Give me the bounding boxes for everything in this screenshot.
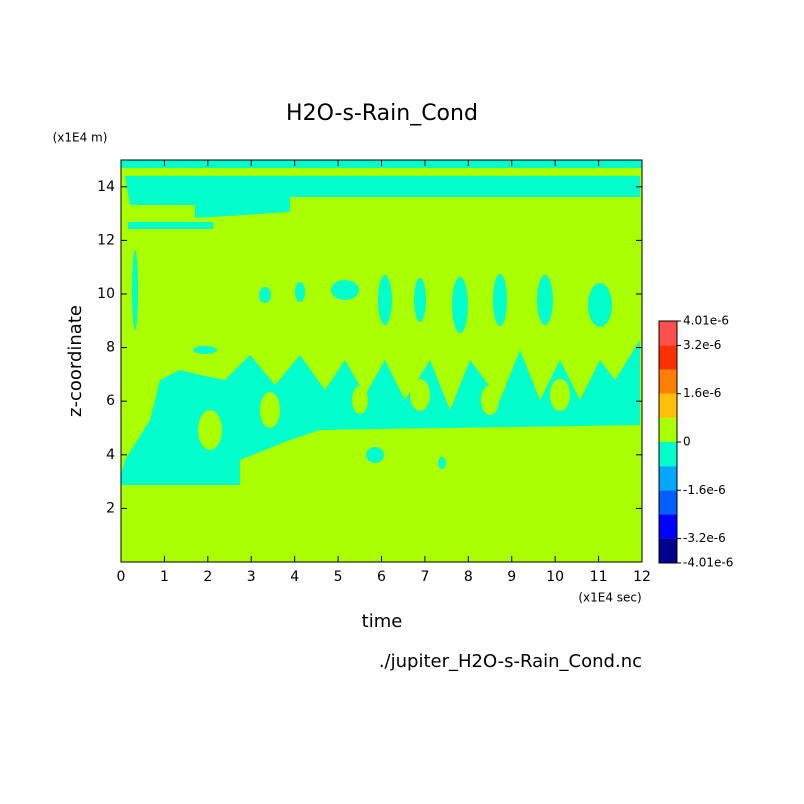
field-region xyxy=(198,410,222,450)
y-axis-label: z-coordinate xyxy=(65,305,86,417)
field-region xyxy=(132,250,138,330)
y-tick-label: 2 xyxy=(106,500,115,516)
field-region xyxy=(481,385,499,415)
x-tick-label: 12 xyxy=(633,569,651,585)
colorbar-band xyxy=(659,442,677,467)
colorbar-band xyxy=(659,466,677,491)
field-region xyxy=(121,340,640,485)
x-tick-label: 5 xyxy=(334,569,343,585)
x-tick-label: 3 xyxy=(247,569,256,585)
colorbar-label: 0 xyxy=(683,435,691,449)
field-region xyxy=(588,283,612,327)
x-tick-label: 9 xyxy=(507,569,516,585)
colorbar-band xyxy=(659,417,677,442)
field-region xyxy=(550,379,570,411)
footer: ./jupiter_H2O-s-Rain_Cond.nc xyxy=(379,651,642,672)
x-tick-label: 10 xyxy=(546,569,564,585)
y-tick-label: 14 xyxy=(97,179,115,195)
colorbar-band xyxy=(659,538,677,563)
colorbar-band xyxy=(659,369,677,394)
y-tick-label: 6 xyxy=(106,393,115,409)
field-region xyxy=(121,160,642,562)
x-axis-label: time xyxy=(362,611,403,632)
field-region xyxy=(128,222,213,229)
field-region xyxy=(125,176,640,218)
field-region xyxy=(537,275,553,325)
field-region xyxy=(331,280,359,300)
x-tick-label: 11 xyxy=(590,569,608,585)
colorbar-label: -4.01e-6 xyxy=(683,556,733,570)
field-region xyxy=(410,379,430,411)
y-tick-label: 8 xyxy=(106,340,115,356)
colorbar-band xyxy=(659,393,677,418)
field-region xyxy=(295,282,305,302)
chart-title: H2O-s-Rain_Cond xyxy=(286,101,478,126)
x-tick-label: 4 xyxy=(290,569,299,585)
colorbar-band xyxy=(659,514,677,539)
field-region xyxy=(452,277,468,333)
x-tick-label: 6 xyxy=(377,569,386,585)
colorbar-band xyxy=(659,345,677,370)
y-units: (x1E4 m) xyxy=(53,131,108,145)
colorbar-label: 3.2e-6 xyxy=(683,338,721,352)
y-tick-label: 12 xyxy=(97,232,115,248)
x-tick-label: 1 xyxy=(160,569,169,585)
field-region xyxy=(352,386,368,414)
x-tick-label: 0 xyxy=(117,569,126,585)
x-tick-label: 8 xyxy=(464,569,473,585)
y-tick-label: 4 xyxy=(106,447,115,463)
field-region xyxy=(414,278,426,322)
field-region xyxy=(378,275,392,325)
y-tick-label: 10 xyxy=(97,286,115,302)
x-units: (x1E4 sec) xyxy=(578,591,641,605)
colorbar-band xyxy=(659,321,677,346)
field-region xyxy=(260,392,280,428)
field-region xyxy=(493,274,507,326)
field-region xyxy=(259,287,271,303)
colorbar-label: -3.2e-6 xyxy=(683,531,726,545)
x-tick-label: 2 xyxy=(203,569,212,585)
colorbar-band xyxy=(659,490,677,515)
colorbar-label: -1.6e-6 xyxy=(683,483,726,497)
contour-field xyxy=(121,160,642,562)
field-region xyxy=(438,457,446,469)
colorbar-label: 1.6e-6 xyxy=(683,386,721,400)
colorbar-label: 4.01e-6 xyxy=(683,314,729,328)
field-region xyxy=(193,346,217,354)
field-region xyxy=(366,447,384,463)
x-tick-label: 7 xyxy=(420,569,429,585)
